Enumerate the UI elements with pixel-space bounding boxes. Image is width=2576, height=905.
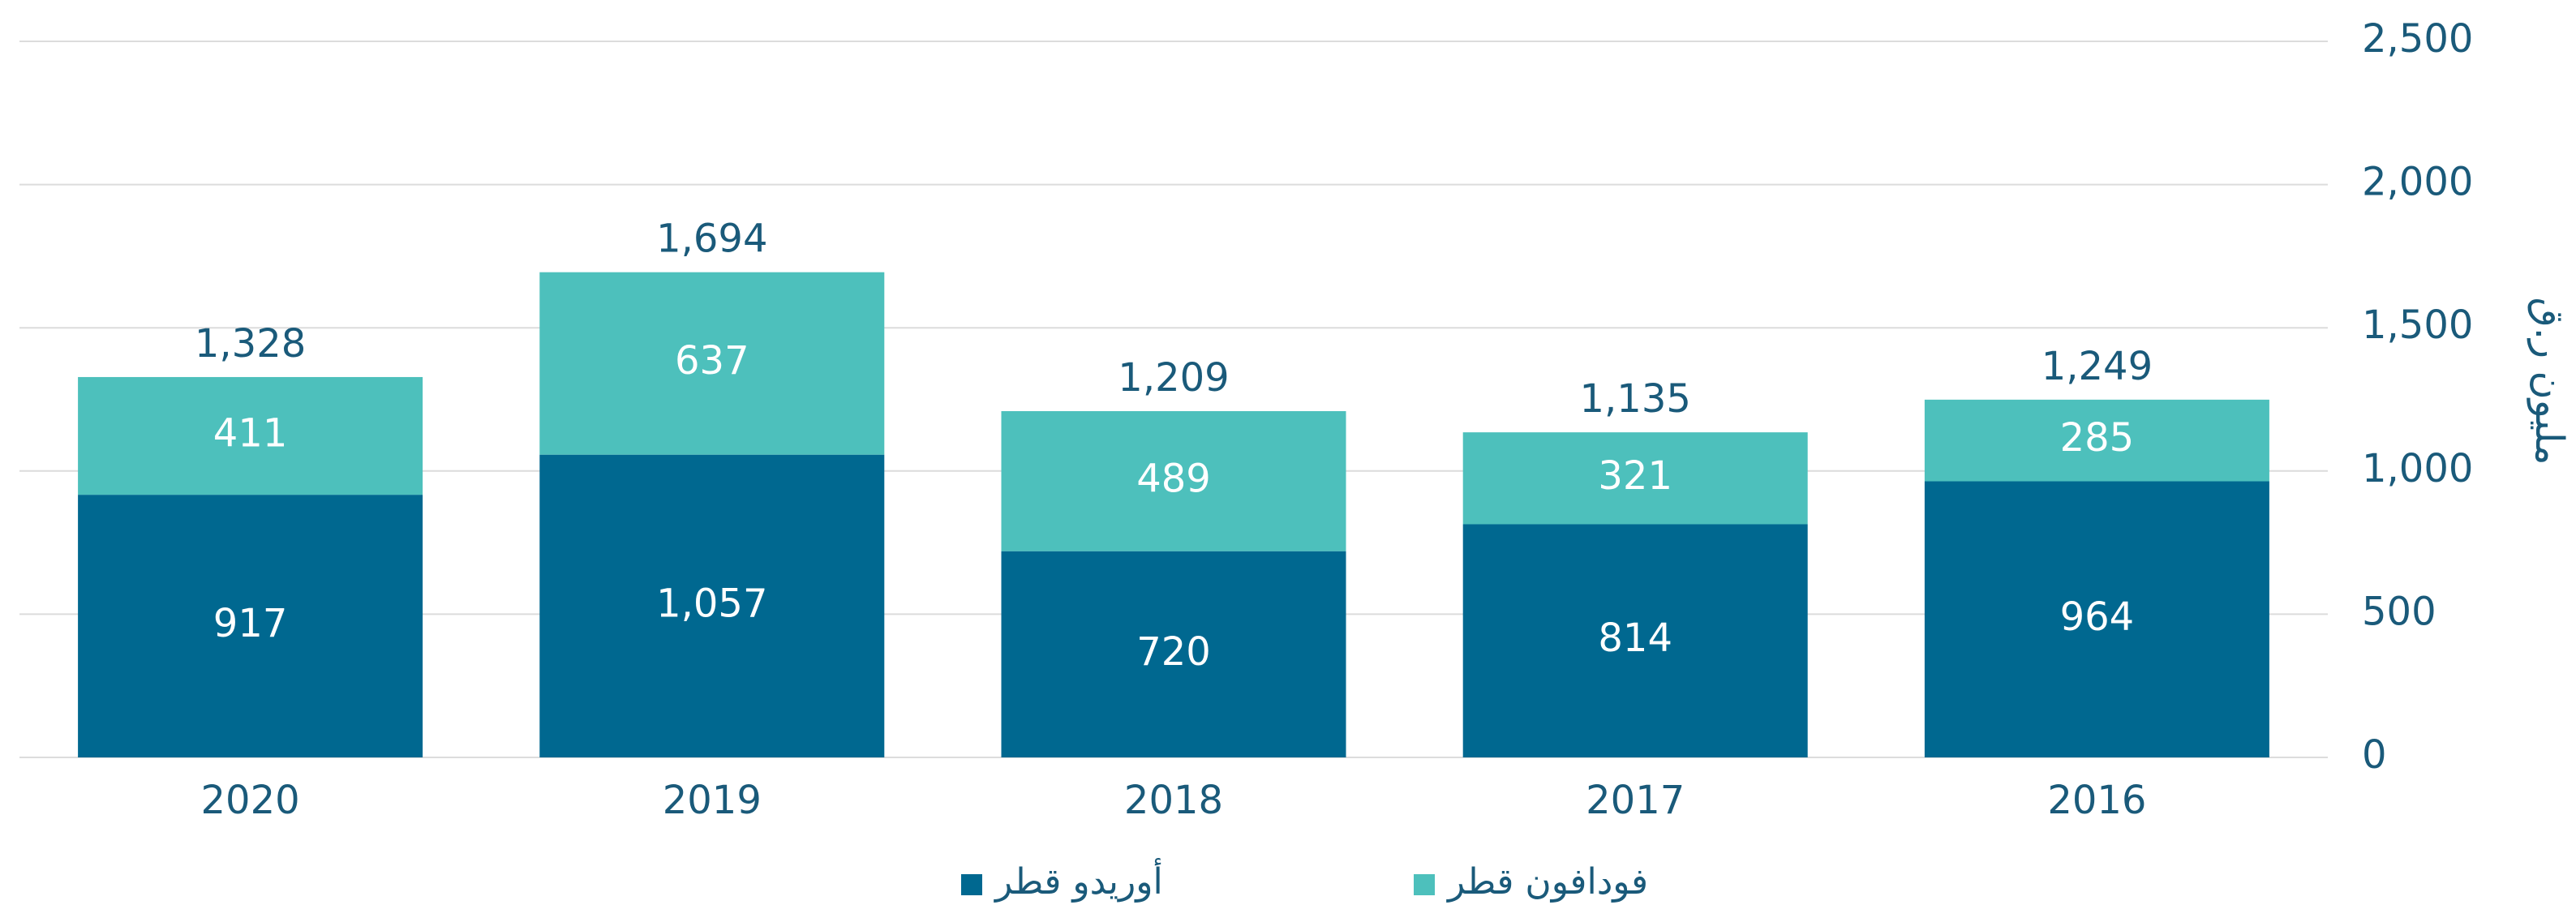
bar-segment <box>78 376 423 495</box>
x-tick-label: 2020 <box>201 778 300 823</box>
value-label: 917 <box>213 601 288 646</box>
y-tick-label: 0 <box>2362 732 2387 778</box>
total-label: 1,694 <box>656 217 767 262</box>
y-axis-label: مليون ر.ق <box>2527 297 2572 465</box>
bar-segment <box>1001 410 1346 551</box>
x-tick-label: 2017 <box>1586 778 1685 823</box>
x-tick-label: 2016 <box>2047 778 2146 823</box>
total-label: 1,135 <box>1579 376 1690 422</box>
bar-segment <box>1001 551 1346 757</box>
value-label: 720 <box>1136 629 1211 675</box>
value-label: 637 <box>675 338 749 384</box>
bar-segment <box>1924 399 2269 482</box>
legend-swatch <box>1414 874 1435 895</box>
value-label: 411 <box>213 411 288 457</box>
total-label: 1,209 <box>1118 355 1229 401</box>
y-tick-label: 2,000 <box>2362 160 2473 205</box>
y-tick-label: 1,000 <box>2362 446 2473 491</box>
x-tick-label: 2019 <box>663 778 762 823</box>
bar-segment <box>539 272 885 455</box>
total-label: 1,249 <box>2041 344 2153 389</box>
bar-segment <box>78 495 423 757</box>
value-label: 964 <box>2060 594 2135 640</box>
value-label: 489 <box>1136 456 1211 501</box>
bar-segment <box>539 454 885 757</box>
legend-label: أوريدو قطر <box>994 858 1163 903</box>
y-tick-label: 1,500 <box>2362 302 2473 348</box>
bar-segment <box>1462 432 1808 525</box>
legend-label: فودافون قطر <box>1446 861 1648 903</box>
x-tick-label: 2018 <box>1124 778 1223 823</box>
legend-swatch <box>961 874 982 895</box>
value-label: 814 <box>1598 615 1672 661</box>
total-label: 1,328 <box>195 321 306 367</box>
y-tick-label: 500 <box>2362 589 2436 634</box>
y-tick-label: 2,500 <box>2362 16 2473 62</box>
bar-segment <box>1462 524 1808 757</box>
value-label: 285 <box>2060 415 2135 461</box>
bar-segment <box>1924 481 2269 757</box>
value-label: 321 <box>1598 453 1672 499</box>
value-label: 1,057 <box>656 581 767 626</box>
